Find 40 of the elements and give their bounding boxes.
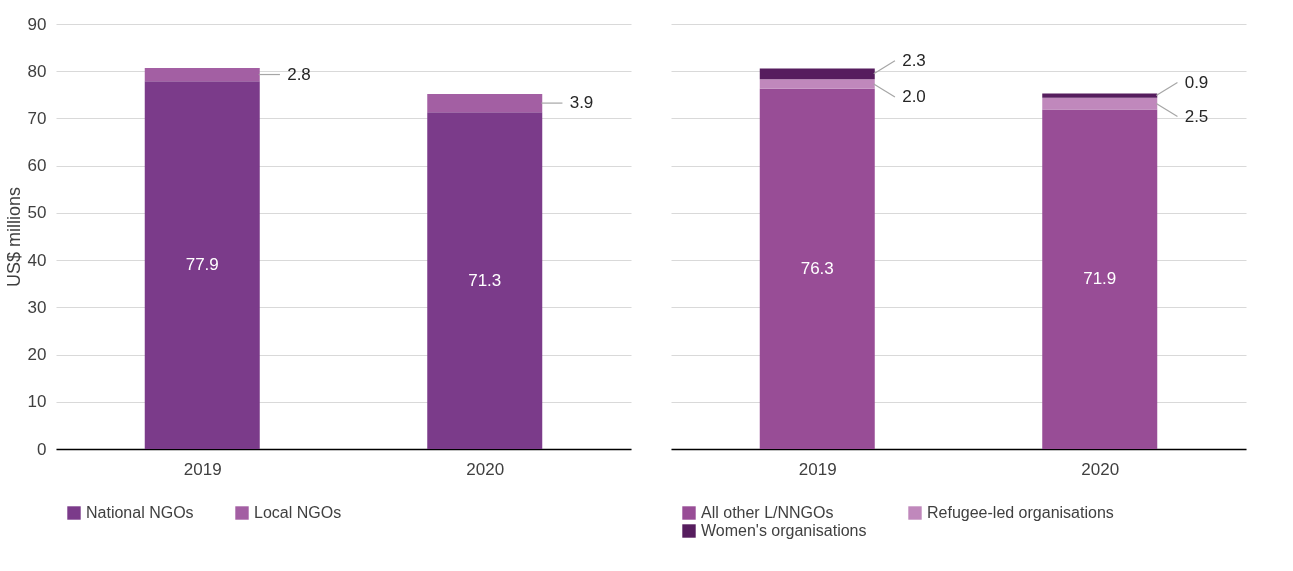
data-label: 71.3 (468, 270, 502, 290)
y-tick-label: 80 (27, 61, 47, 81)
x-tick-label: 2019 (798, 459, 837, 479)
bar (1042, 93, 1158, 98)
data-label: 71.9 (1083, 269, 1117, 289)
y-tick-label: 10 (27, 392, 47, 412)
legend-label: All other L/NNGOs (701, 504, 834, 521)
bar (144, 81, 260, 449)
y-tick-label: 30 (27, 297, 47, 317)
x-tick-label: 2020 (466, 459, 505, 479)
data-label: 3.9 (569, 93, 594, 113)
bar (1042, 97, 1158, 110)
legend-label: Women's organisations (701, 522, 867, 539)
data-label: 2.3 (902, 50, 926, 70)
bar (427, 112, 543, 449)
y-tick-label: 70 (27, 108, 47, 128)
data-label: 76.3 (800, 258, 834, 278)
y-axis-title: US$ millions (3, 186, 24, 288)
legend-label: Local NGOs (254, 504, 342, 521)
y-tick-label: 0 (37, 439, 47, 459)
y-tick-label: 20 (27, 345, 47, 365)
data-label: 77.9 (185, 255, 219, 275)
data-label: 2.5 (1184, 106, 1209, 126)
bar (1042, 109, 1158, 449)
legend-label: National NGOs (86, 504, 194, 521)
y-tick-label: 50 (27, 203, 47, 223)
x-tick-label: 2020 (1081, 459, 1120, 479)
data-label: 0.9 (1184, 72, 1209, 92)
y-tick-label: 40 (27, 250, 47, 270)
bar (759, 79, 875, 89)
bar (427, 93, 543, 113)
bar (144, 67, 260, 82)
y-tick-label: 60 (27, 156, 47, 176)
data-label: 2.0 (902, 86, 926, 106)
bar (759, 88, 875, 449)
legend-label: Refugee-led organisations (927, 504, 1114, 521)
data-label: 2.8 (287, 64, 311, 84)
y-tick-label: 90 (27, 14, 47, 34)
x-tick-label: 2019 (183, 459, 222, 479)
bar (759, 68, 875, 80)
